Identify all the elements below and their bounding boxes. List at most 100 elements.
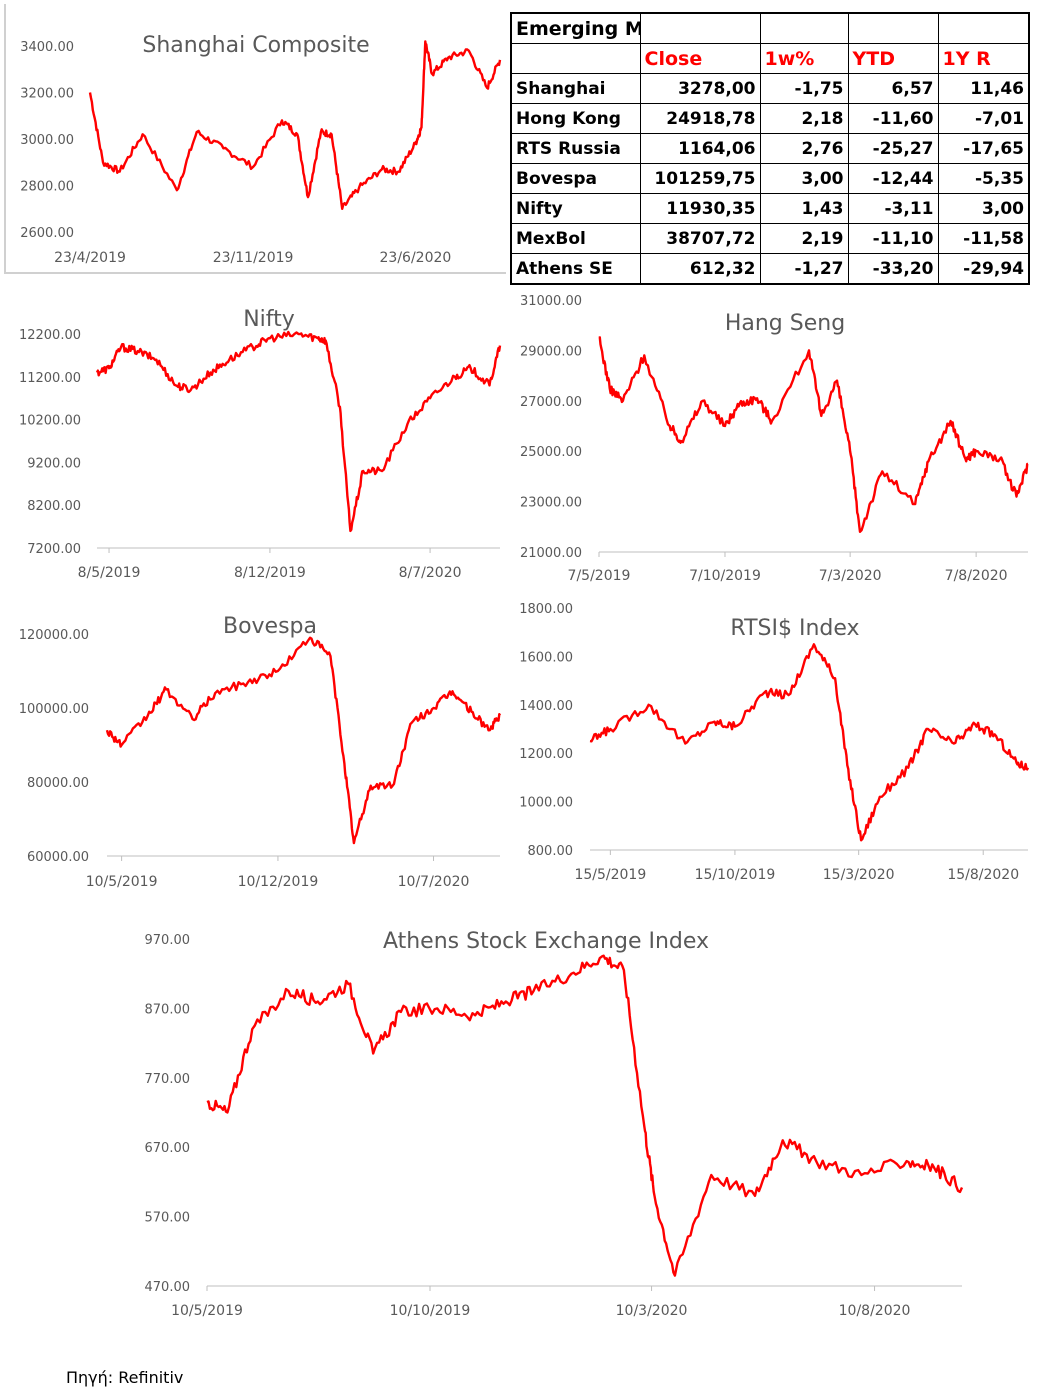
x-tick-label: 10/12/2019 [238, 874, 319, 890]
table-row: Bovespa 101259,75 3,00 -12,44 -5,35 [510, 163, 1030, 194]
y-tick-label: 60000.00 [27, 850, 89, 865]
y-tick-label: 1800.00 [519, 602, 573, 617]
cell-ytd: -3,11 [847, 193, 939, 224]
nifty-chart-svg: 7200.00 8200.00 9200.00 10200.00 11200.00 122… [19, 307, 502, 581]
y-tick-label: 570.00 [145, 1211, 191, 1226]
table-row: RTS Russia 1164,06 2,76 -25,27 -17,65 [510, 133, 1030, 164]
y-tick-label: 11200.00 [19, 371, 81, 386]
shanghai-chart: 2600.00 2800.00 3000.00 3200.00 3400.00 23/4/… [4, 4, 506, 274]
series-line [95, 330, 502, 533]
y-tick-label: 8200.00 [27, 499, 81, 514]
x-tick-label: 10/5/2019 [171, 1303, 243, 1319]
hangseng-chart: 21000.00 23000.00 25000.00 27000.00 29000.00… [510, 290, 1040, 590]
cell-y1: -5,35 [937, 163, 1030, 194]
source-note: Πηγή: Refinitiv [66, 1368, 184, 1387]
y-tick-label: 7200.00 [27, 542, 81, 557]
row-name: Shanghai [510, 73, 641, 104]
series-line [598, 336, 1029, 533]
x-tick-label: 10/8/2020 [839, 1303, 911, 1319]
x-tick-label: 8/12/2019 [234, 565, 306, 581]
chart-title: Athens Stock Exchange Index [383, 929, 709, 954]
y-tick-label: 870.00 [145, 1002, 191, 1017]
cell-w1: 1,43 [759, 193, 849, 224]
y-tick-label: 2600.00 [20, 226, 74, 241]
table-row: Shanghai 3278,00 -1,75 6,57 11,46 [510, 73, 1030, 104]
x-tick-label: 15/3/2020 [823, 867, 895, 883]
y-tick-label: 29000.00 [520, 344, 582, 359]
chart-title: Hang Seng [725, 311, 845, 336]
cell-close: 38707,72 [639, 223, 761, 254]
y-tick-label: 27000.00 [520, 395, 582, 410]
cell-w1: -1,27 [759, 253, 849, 285]
y-tick-label: 12200.00 [19, 328, 81, 343]
y-tick-label: 10200.00 [19, 414, 81, 429]
x-tick-label: 15/10/2019 [695, 867, 776, 883]
chart-title: Nifty [243, 307, 295, 332]
x-tick-label: 15/8/2020 [947, 867, 1019, 883]
y-tick-label: 100000.00 [19, 702, 89, 717]
cell-y1: -17,65 [937, 133, 1030, 164]
athens-chart: 470.00 570.00 670.00 770.00 870.00 970.00 10/5… [100, 922, 980, 1324]
x-tick-label: 23/6/2020 [380, 250, 452, 266]
table-empty-cell [639, 12, 761, 44]
y-tick-label: 770.00 [145, 1072, 191, 1087]
cell-w1: -1,75 [759, 73, 849, 104]
y-tick-label: 23000.00 [520, 496, 582, 511]
y-tick-label: 1200.00 [519, 747, 573, 762]
cell-close: 11930,35 [639, 193, 761, 224]
header-ytd: YTD [847, 43, 939, 74]
cell-ytd: -33,20 [847, 253, 939, 285]
y-tick-label: 31000.00 [520, 294, 582, 309]
cell-y1: 3,00 [937, 193, 1030, 224]
header-close: Close [639, 43, 761, 74]
header-1y: 1Y R [937, 43, 1030, 74]
cell-close: 3278,00 [639, 73, 761, 104]
table-empty-cell [847, 12, 939, 44]
cell-close: 612,32 [639, 253, 761, 285]
series-line [88, 40, 502, 210]
hangseng-chart-svg: 21000.00 23000.00 25000.00 27000.00 29000.00… [520, 294, 1029, 584]
bovespa-chart-svg: 60000.00 80000.00 100000.00 120000.00 10/5/2… [19, 614, 502, 890]
table-header-row: Close 1w% YTD 1Y R [510, 43, 1030, 74]
series-line [105, 636, 502, 845]
rts-chart-svg: 800.00 1000.00 1200.00 1400.00 1600.00 1800.0… [519, 602, 1030, 883]
y-tick-label: 80000.00 [27, 776, 89, 791]
y-tick-label: 21000.00 [520, 546, 582, 561]
x-tick-label: 10/3/2020 [616, 1303, 688, 1319]
cell-close: 101259,75 [639, 163, 761, 194]
x-tick-label: 7/8/2020 [945, 568, 1008, 584]
cell-ytd: 6,57 [847, 73, 939, 104]
table-row: Athens SE 612,32 -1,27 -33,20 -29,94 [510, 253, 1030, 285]
y-tick-label: 25000.00 [520, 445, 582, 460]
shanghai-chart-frame [4, 4, 506, 274]
x-tick-label: 10/10/2019 [390, 1303, 471, 1319]
x-tick-label: 8/7/2020 [399, 565, 462, 581]
y-tick-label: 1000.00 [519, 796, 573, 811]
y-tick-label: 970.00 [145, 933, 191, 948]
table-row: MexBol 38707,72 2,19 -11,10 -11,58 [510, 223, 1030, 254]
x-tick-label: 7/5/2019 [568, 568, 631, 584]
cell-ytd: -11,10 [847, 223, 939, 254]
x-tick-label: 10/7/2020 [398, 874, 470, 890]
table-empty-cell [759, 12, 849, 44]
cell-ytd: -11,60 [847, 103, 939, 134]
y-tick-label: 1600.00 [519, 650, 573, 665]
cell-w1: 2,18 [759, 103, 849, 134]
table-empty-cell [937, 12, 1030, 44]
y-tick-label: 3400.00 [20, 40, 74, 55]
row-name: MexBol [510, 223, 641, 254]
series-line [589, 643, 1030, 842]
y-tick-label: 120000.00 [19, 628, 89, 643]
y-tick-label: 3200.00 [20, 87, 74, 102]
x-tick-label: 7/10/2019 [689, 568, 761, 584]
row-name: Athens SE [510, 253, 641, 285]
table-header-empty [510, 43, 641, 74]
x-tick-label: 23/4/2019 [54, 250, 126, 266]
cell-y1: -29,94 [937, 253, 1030, 285]
athens-chart-svg: 470.00 570.00 670.00 770.00 870.00 970.00 10/5… [145, 929, 964, 1319]
chart-title: Bovespa [223, 614, 317, 639]
chart-title: RTSI$ Index [730, 616, 859, 641]
cell-ytd: -12,44 [847, 163, 939, 194]
cell-y1: 11,46 [937, 73, 1030, 104]
y-tick-label: 3000.00 [20, 133, 74, 148]
